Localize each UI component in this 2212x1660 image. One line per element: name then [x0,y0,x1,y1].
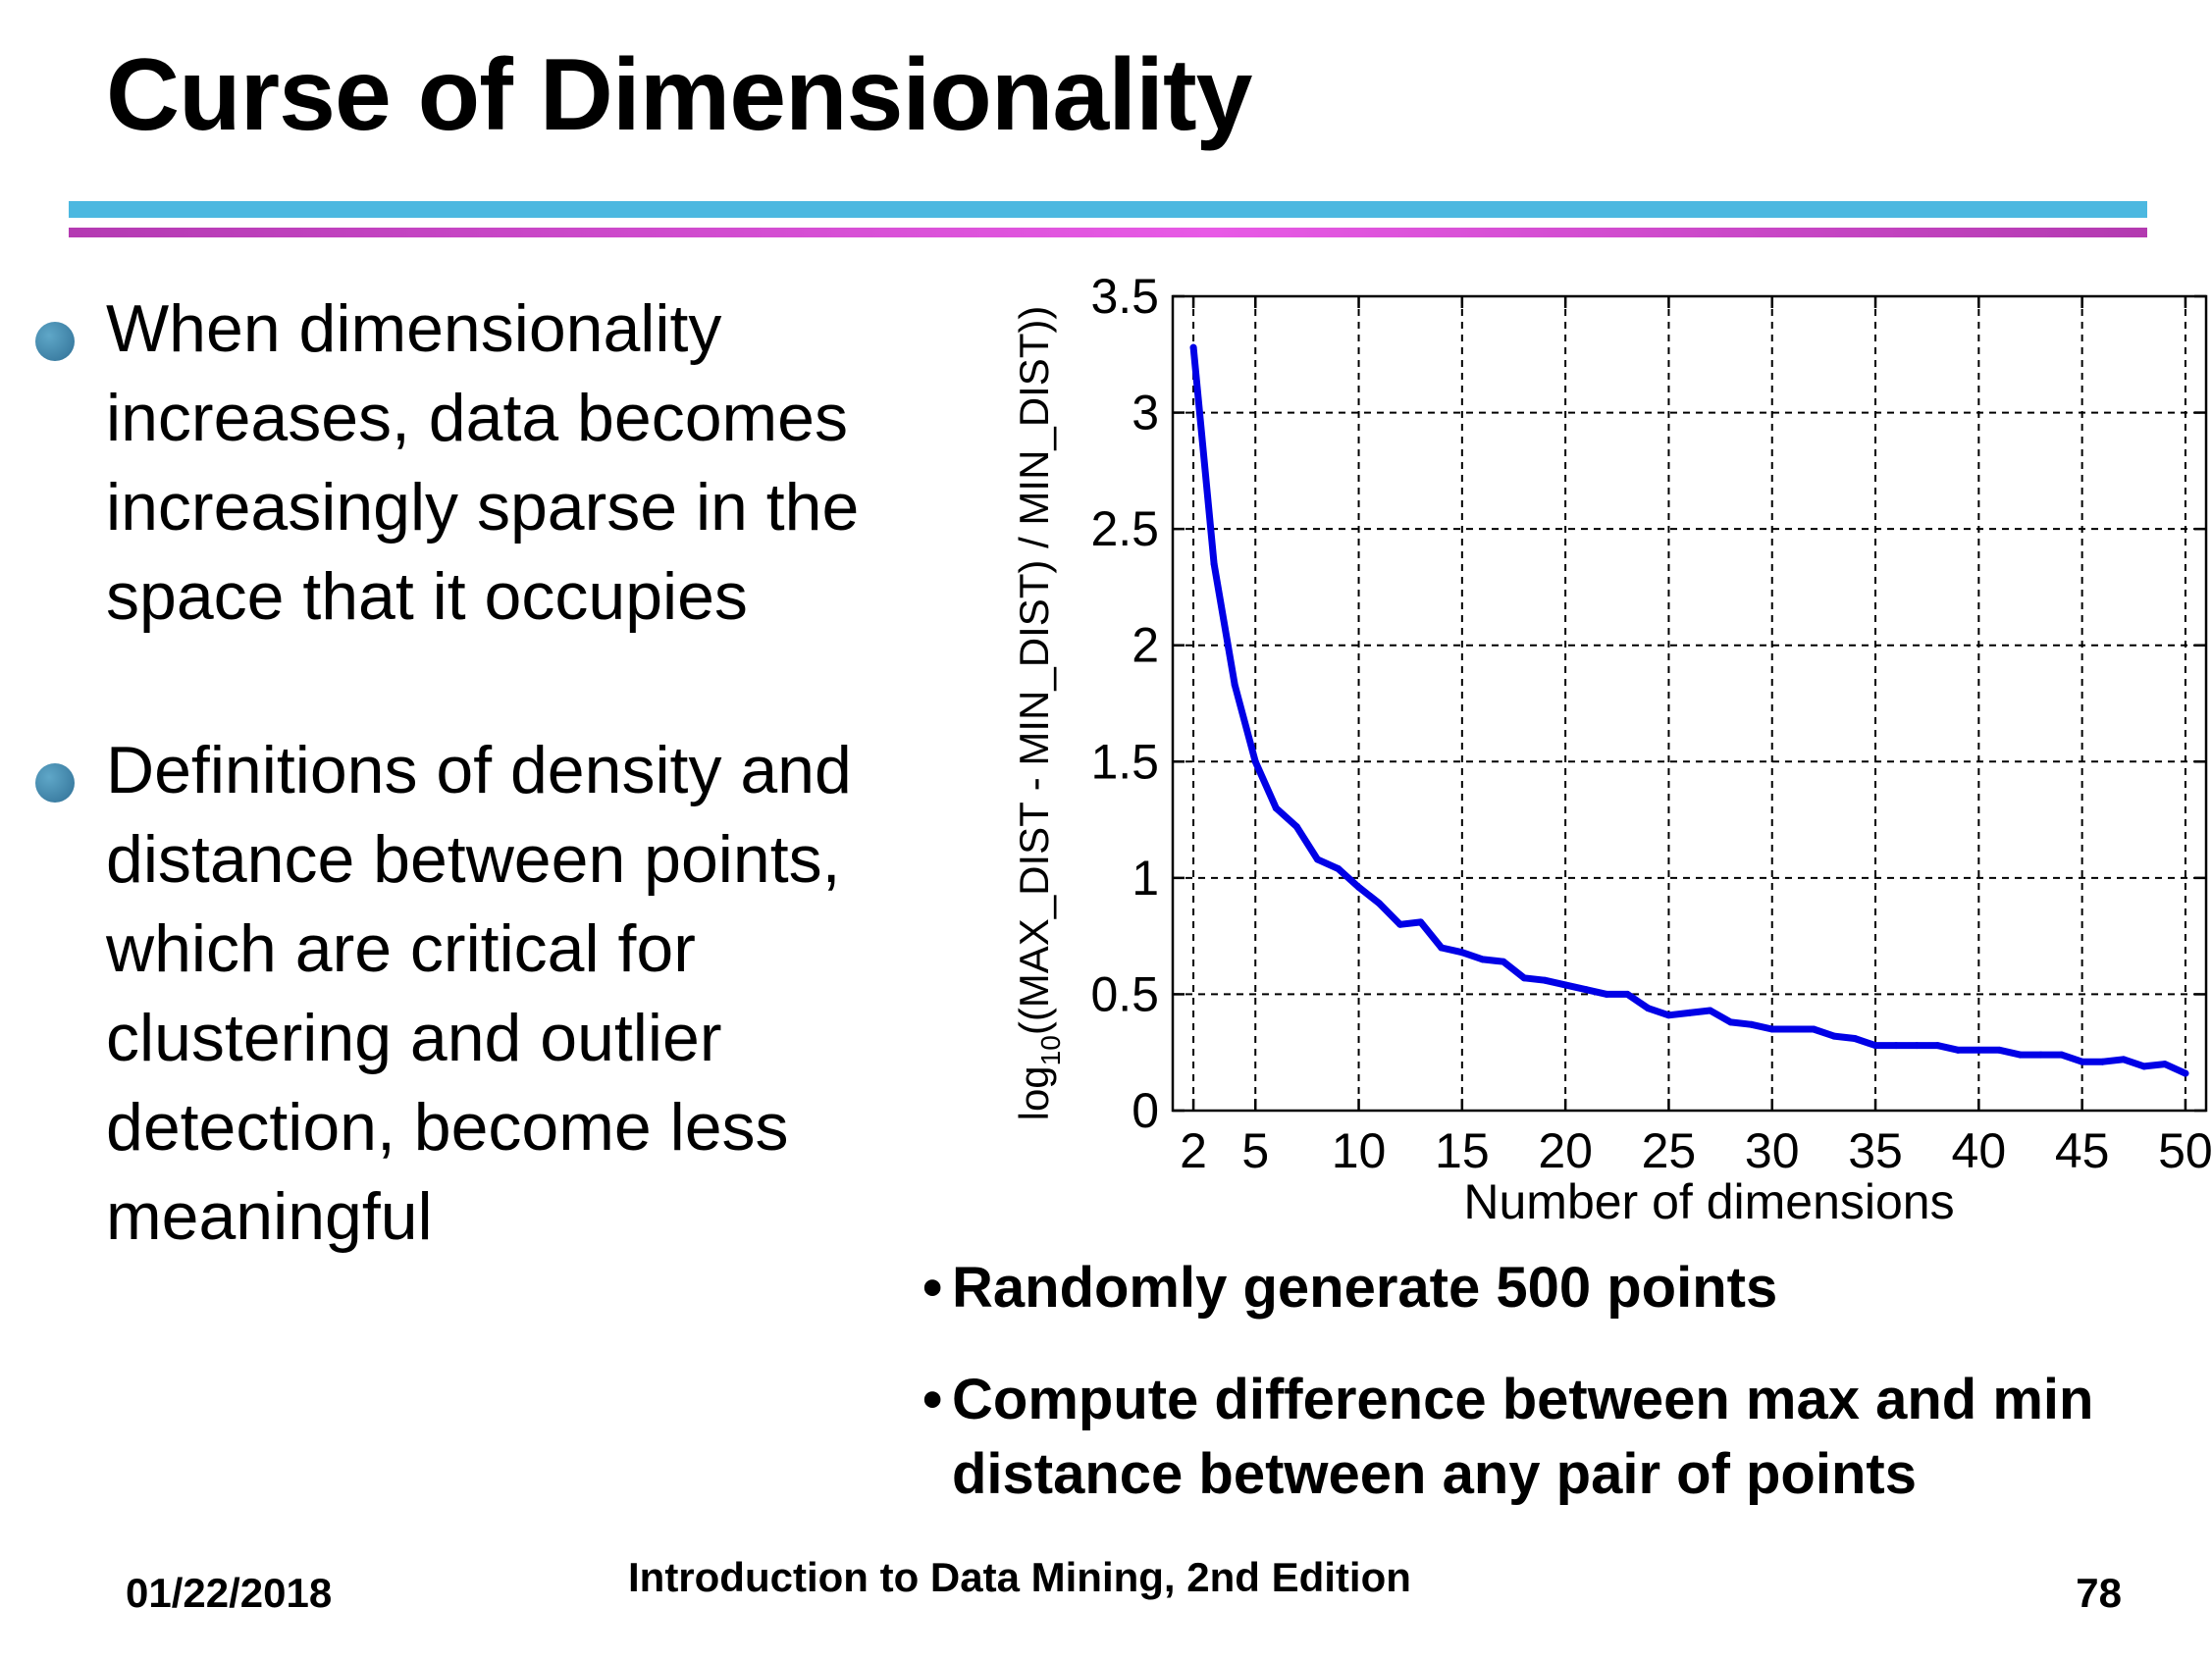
data-point [1479,956,1487,963]
y-tick-label: 2.5 [1090,501,1159,556]
note-item: Randomly generate 500 points [922,1251,2159,1325]
data-point [2120,1056,2128,1063]
data-point [1500,958,1507,965]
x-tick-label: 20 [1538,1123,1593,1178]
x-tick-label: 50 [2158,1123,2212,1178]
data-point [1376,900,1384,908]
bullet-dot-icon [35,322,75,361]
y-tick-label: 0.5 [1090,966,1159,1021]
data-point [1664,1012,1672,1019]
data-point [1644,1005,1652,1012]
x-tick-label: 25 [1642,1123,1697,1178]
data-point [1686,1009,1693,1016]
x-tick-label: 40 [1952,1123,2007,1178]
y-tick-label: 0 [1132,1083,1159,1138]
data-point [1417,918,1425,926]
data-point [1541,976,1549,984]
data-point [1623,990,1631,998]
data-point [1210,560,1218,568]
x-tick-labels: 2 5 10 15 20 25 30 35 40 45 50 [1180,1123,2212,1178]
y-tick-labels: 0 0.5 1 1.5 2 2.5 3 3.5 [1090,269,1159,1138]
data-point [1582,986,1590,994]
data-point [1272,804,1280,812]
data-point [1355,883,1363,891]
data-point [1995,1046,2003,1054]
bullet-text: Definitions of density and distance betw… [106,733,852,1254]
title-rule-bottom [69,228,2147,237]
data-point [2079,1058,2086,1065]
data-point [2161,1061,2169,1068]
dimensionality-chart: 2 5 10 15 20 25 30 35 40 45 50 0 0.5 1 1.5 2 2.5 3 3.5 Nu… [1001,250,2212,1236]
plot-frame [1171,294,2208,1113]
data-point [1251,757,1259,765]
data-point [1789,1025,1797,1033]
series-line [1189,343,2189,1077]
y-tick-label: 3.5 [1090,269,1159,324]
data-point [1231,681,1238,689]
data-point [1851,1034,1859,1042]
data-point [1313,856,1321,863]
data-point [1292,823,1300,831]
data-point [1458,949,1466,957]
data-point [1727,1018,1735,1026]
data-point [1561,981,1569,989]
data-point [1707,1007,1714,1014]
y-tick-label: 1.5 [1090,734,1159,789]
data-point [1396,920,1404,928]
bullet-dot-icon [35,763,75,803]
slide-title: Curse of Dimensionality [106,38,1252,152]
x-tick-label: 5 [1241,1123,1269,1178]
series-points [1189,343,2189,1077]
data-point [1830,1032,1838,1040]
x-tick-label: 2 [1180,1123,1207,1178]
y-tick-label: 3 [1132,386,1159,441]
data-point [1810,1025,1817,1033]
bullet-item: When dimensionality increases, data beco… [29,285,972,642]
bullet-text: When dimensionality increases, data beco… [106,291,860,634]
data-point [1871,1042,1879,1050]
x-tick-label: 30 [1745,1123,1800,1178]
method-notes: Randomly generate 500 points Compute dif… [922,1251,2159,1549]
axis-ticks [1173,294,2206,1113]
x-axis-label: Number of dimensions [1463,1174,1954,1229]
bullet-item: Definitions of density and distance betw… [29,726,972,1262]
data-point [1438,944,1446,952]
y-tick-label: 1 [1132,851,1159,906]
y-axis-label-base: 10 [1035,1035,1066,1065]
grid-lines [1173,295,2206,1112]
data-point [1603,990,1610,998]
x-tick-label: 45 [2055,1123,2110,1178]
data-point [2016,1051,2024,1059]
data-point [1892,1042,1900,1050]
y-tick-label: 2 [1132,618,1159,673]
x-tick-label: 15 [1435,1123,1490,1178]
data-point [2182,1069,2189,1077]
footer-date: 01/22/2018 [126,1570,333,1616]
data-point [1748,1020,1756,1028]
note-item: Compute difference between max and min d… [922,1363,2159,1512]
data-point [1954,1046,1962,1054]
data-point [1334,864,1342,872]
bullet-list: When dimensionality increases, data beco… [29,285,972,1346]
data-point [1913,1042,1921,1050]
data-point [2037,1051,2045,1059]
footer-title: Introduction to Data Mining, 2nd Edition [628,1554,1411,1600]
data-point [1933,1042,1941,1050]
y-axis-label-expression: ((MAX_DIST - MIN_DIST) / MIN_DIST)) [1011,306,1057,1036]
data-point [1520,974,1528,982]
data-point [1975,1046,1982,1054]
y-axis-label-log: log [1011,1065,1057,1120]
data-point [2140,1063,2148,1070]
chart-svg: 2 5 10 15 20 25 30 35 40 45 50 00.511.522.533.5 Nu… [1011,269,2212,1229]
data-point [1189,343,1197,351]
y-axis-label: log10((MAX_DIST - MIN_DIST) / MIN_DIST)) [1011,306,1066,1121]
x-tick-label: 10 [1332,1123,1387,1178]
data-point [2058,1051,2066,1059]
data-point [1768,1025,1776,1033]
data-point [2099,1058,2107,1065]
title-rule-top [69,201,2147,218]
x-tick-label: 35 [1848,1123,1903,1178]
page-number: 78 [2076,1570,2122,1616]
